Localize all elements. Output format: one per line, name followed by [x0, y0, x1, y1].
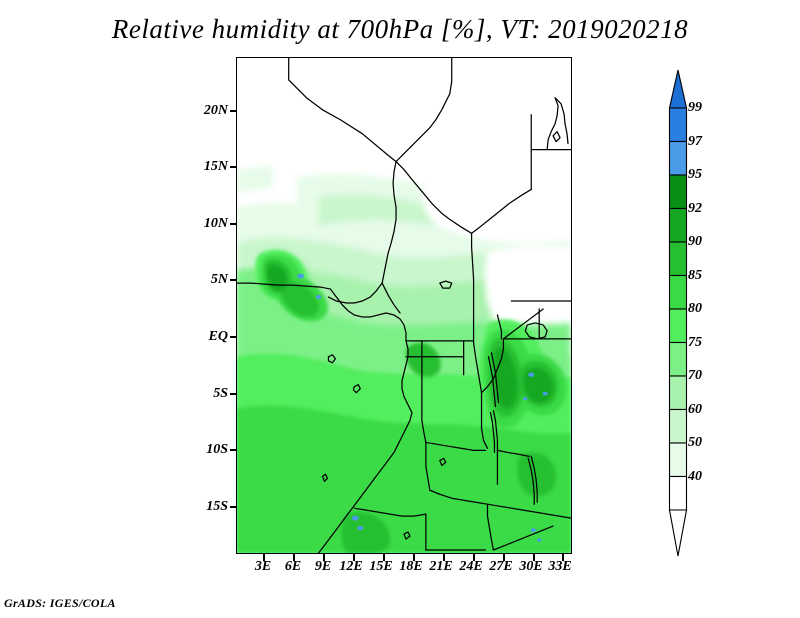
colorbar-label: 40	[688, 469, 702, 484]
x-tick-label: 15E	[369, 559, 393, 574]
colorbar-label: 95	[688, 167, 702, 182]
x-tick-label: 18E	[399, 559, 423, 574]
y-tick	[230, 393, 237, 395]
y-tick-label: EQ	[208, 329, 228, 344]
x-tick	[443, 554, 445, 561]
y-tick-label: 5N	[210, 272, 228, 287]
x-tick	[533, 554, 535, 561]
page-title: Relative humidity at 700hPa [%], VT: 201…	[111, 14, 689, 44]
colorbar-swatches	[668, 69, 688, 557]
y-tick-label: 15N	[203, 159, 228, 174]
x-tick-label: 6E	[284, 559, 302, 574]
y-tick-label: 15S	[206, 499, 228, 514]
y-tick-label: 20N	[203, 103, 228, 118]
colorbar-label: 92	[688, 201, 702, 216]
map-plot-area	[236, 57, 572, 554]
colorbar-label: 80	[688, 301, 702, 316]
y-tick	[230, 336, 237, 338]
x-tick-label: 33E	[548, 559, 572, 574]
colorbar: 99 97 95 92 90 85 80 75 70 60 50 40	[655, 68, 745, 558]
y-tick	[230, 449, 237, 451]
colorbar-label: 97	[688, 134, 702, 149]
x-tick-label: 12E	[339, 559, 363, 574]
x-tick	[413, 554, 415, 561]
humidity-field	[237, 58, 571, 553]
x-tick-label: 3E	[254, 559, 272, 574]
y-tick	[230, 279, 237, 281]
x-tick-label: 9E	[314, 559, 332, 574]
colorbar-label: 50	[688, 435, 702, 450]
x-tick-label: 21E	[429, 559, 453, 574]
y-tick	[230, 506, 237, 508]
x-tick	[323, 554, 325, 561]
x-tick	[473, 554, 475, 561]
x-tick	[503, 554, 505, 561]
y-tick-label: 5S	[213, 386, 228, 401]
x-tick	[263, 554, 265, 561]
y-tick-label: 10N	[203, 216, 228, 231]
colorbar-label: 70	[688, 368, 702, 383]
x-tick	[353, 554, 355, 561]
colorbar-label: 85	[688, 268, 702, 283]
x-tick-label: 24E	[459, 559, 483, 574]
y-tick	[230, 110, 237, 112]
x-tick	[562, 554, 564, 561]
colorbar-label: 90	[688, 234, 702, 249]
y-tick	[230, 223, 237, 225]
colorbar-label: 75	[688, 335, 702, 350]
y-tick	[230, 166, 237, 168]
attribution-label: GrADS: IGES/COLA	[4, 596, 116, 610]
colorbar-label: 60	[688, 402, 702, 417]
y-tick-label: 10S	[206, 442, 228, 457]
x-tick	[383, 554, 385, 561]
x-tick	[293, 554, 295, 561]
x-tick-label: 27E	[489, 559, 513, 574]
colorbar-label: 99	[688, 100, 702, 115]
x-tick-label: 30E	[519, 559, 543, 574]
